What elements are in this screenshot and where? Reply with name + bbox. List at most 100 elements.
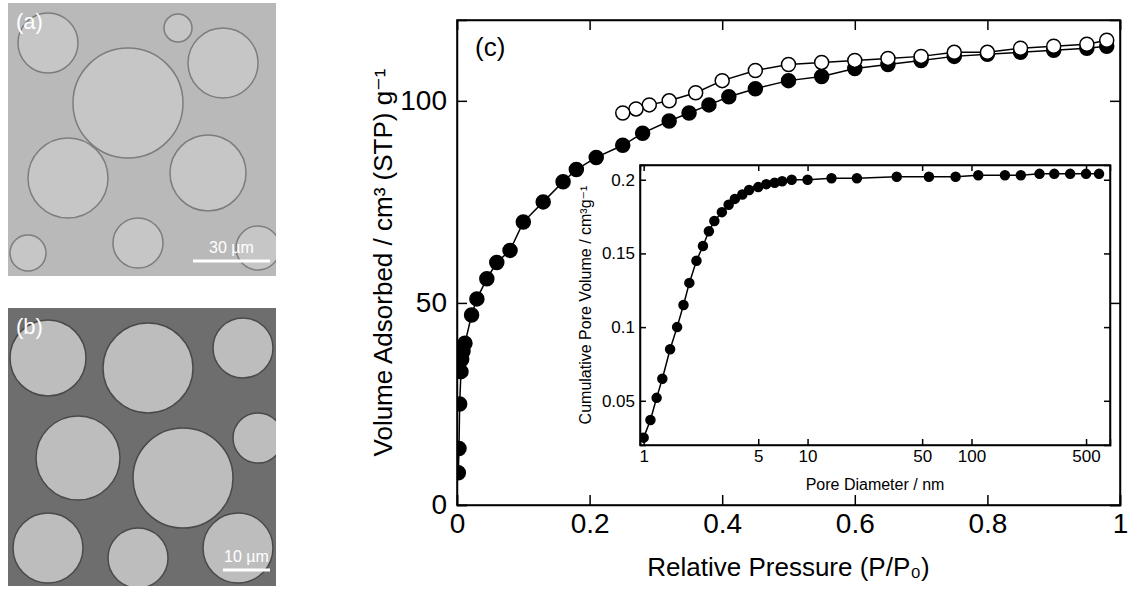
tick: 0.2 [611,171,646,190]
tick [590,20,591,30]
tick-label: 1 [639,447,648,466]
series-line [458,46,1106,472]
data-point [1014,41,1028,55]
particle [73,48,183,158]
y-axis-title: Volume Adsorbed / cm³ (STP) g⁻¹ [368,68,398,456]
tick-label: 0 [431,489,447,520]
tick-label: 50 [416,287,447,318]
data-point [951,172,960,181]
axis: 151050100500 [639,439,1110,466]
tick [1104,401,1110,402]
plot-frame [457,20,1120,505]
scale-bar [223,569,270,572]
tick [971,165,972,171]
tick-label: 10 [799,447,818,466]
data-point [1035,169,1044,178]
data-point [1100,33,1114,47]
tick-mark [722,20,724,30]
data-point [947,45,961,59]
tick-mark [1110,303,1120,305]
data-point [1050,169,1059,178]
data-point [673,323,682,332]
panel-label: (c) [475,32,505,62]
axis-line [1110,21,1121,506]
tick-label: 500 [1072,447,1100,466]
tick-mark [922,439,924,445]
tick [1104,253,1110,254]
data-point [458,336,472,350]
particle [13,513,83,583]
tick [1104,327,1110,328]
data-point [490,256,504,270]
tick [1104,180,1110,181]
data-point [848,53,862,67]
data-point [666,345,675,354]
tick-label: 0.05 [602,392,635,411]
panel-label: (b) [16,314,43,339]
tick-mark [640,253,646,255]
data-point [636,126,650,140]
data-point [589,150,603,164]
data-point [892,172,901,181]
tick-mark [589,495,591,505]
tick-mark [1104,253,1110,255]
particle [213,318,273,378]
data-point [782,57,796,71]
photo-panel: (a)30 µm [8,3,280,276]
tick [1110,101,1120,102]
tick-label: 5 [754,447,763,466]
data-point [457,441,466,455]
data-point [629,102,643,116]
data-point [778,177,787,186]
tick-label: 0.6 [836,508,875,539]
main-chart: 00.20.40.60.81050100Relative Pressure (P… [368,20,1128,582]
data-point [698,242,707,251]
data-point [662,94,676,108]
tick-label: 0.2 [571,508,610,539]
tick-label: 0 [450,508,466,539]
data-point [516,215,530,229]
tick-mark [1104,401,1110,403]
particle [170,135,246,211]
plot-frame [640,165,1110,445]
tick-label: 0.8 [968,508,1007,539]
data-point [457,397,467,411]
tick: 5 [754,439,763,466]
tick-mark [855,495,857,505]
data-point [717,208,726,217]
photo-panel: (b) 10 µm [8,308,283,588]
tick [1110,303,1120,304]
data-point [616,106,630,120]
tick: 0.4 [703,495,742,539]
particle [133,428,233,528]
data-point [702,98,716,112]
particle [233,413,276,463]
data-point [1080,37,1094,51]
series-line [644,174,1099,438]
tick-mark [807,165,809,171]
data-point [803,175,812,184]
data-point [503,243,517,257]
data-point [762,180,771,189]
tick-label: 0.2 [611,171,635,190]
data-point [827,174,836,183]
tick-label: 50 [913,447,932,466]
data-point [715,74,729,88]
data-point [924,172,933,181]
tick [722,20,723,30]
tick-mark [807,439,809,445]
data-point [536,195,550,209]
axis-line [641,166,647,446]
scale-bar-label: 10 µm [224,548,269,565]
data-point [556,175,570,189]
data-point [689,86,703,100]
data-point [980,45,994,59]
tick-mark [457,101,467,103]
tick: 50 [416,287,467,318]
scale-bar [193,260,270,263]
tick-label: 1 [1113,508,1129,539]
tick-mark [987,20,989,30]
axis [1110,21,1121,506]
data-point [662,114,676,128]
tick-mark [640,179,646,181]
